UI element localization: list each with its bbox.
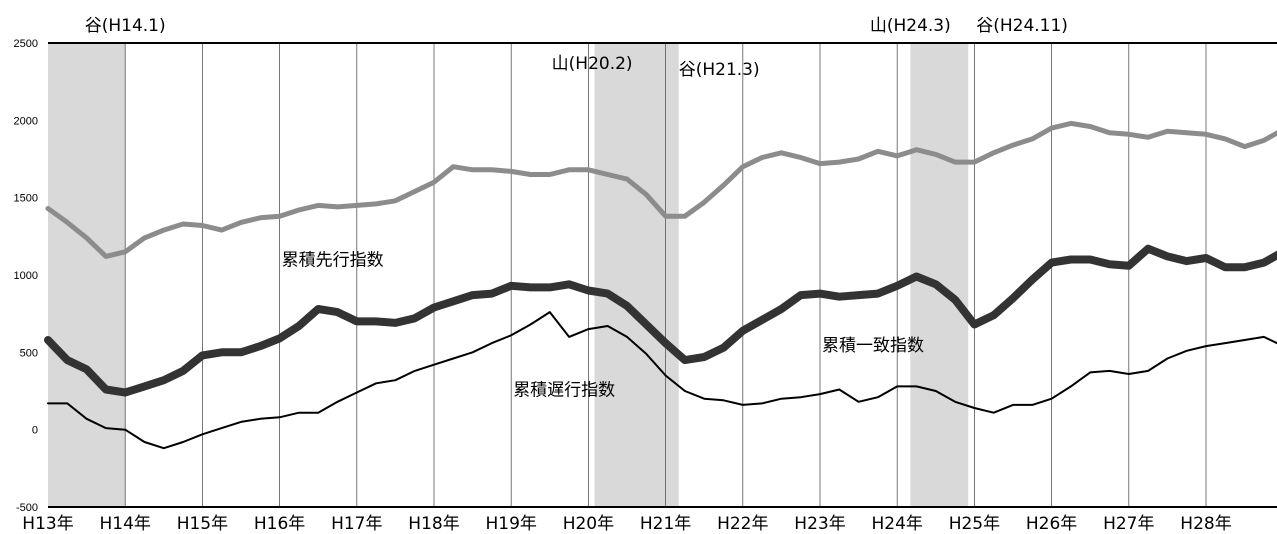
series-label: 累積遅行指数 (513, 381, 615, 401)
series-label: 累積先行指数 (282, 251, 384, 271)
x-tick-label: H23年 (794, 514, 845, 534)
x-tick-label: H22年 (717, 514, 768, 534)
x-tick-label: H14年 (99, 514, 150, 534)
y-axis-tick-labels: -500 0 500 1000 1500 2000 2500 (14, 38, 38, 514)
x-tick-label: H26年 (1026, 514, 1077, 534)
cycle-marker-label: 谷(H14.1) (85, 16, 166, 36)
x-tick-label: H18年 (408, 514, 459, 534)
x-tick-label: H28年 (1180, 514, 1231, 534)
cycle-marker-label: 谷(H21.3) (679, 60, 760, 80)
x-tick-label: H15年 (177, 514, 228, 534)
x-tick-label: H13年 (22, 514, 73, 534)
x-tick-label: H21年 (640, 514, 691, 534)
x-axis-tick-labels: H13年 H14年 H15年 H16年 H17年 H18年 H19年 H20年 H21年 H22年… (22, 514, 1231, 534)
cycle-marker-label: 山(H20.2) (552, 54, 633, 74)
recession-band-0 (48, 43, 126, 507)
recession-band-1 (594, 43, 679, 507)
x-tick-label: H27年 (1103, 514, 1154, 534)
y-tick-label: 500 (20, 347, 38, 359)
year-gridline-layer (124, 43, 1207, 507)
y-tick-label: 1000 (14, 270, 38, 282)
cycle-marker-label: 山(H24.3) (870, 16, 951, 36)
cycle-marker-label: 谷(H24.11) (976, 16, 1068, 36)
y-tick-label: 1500 (14, 193, 38, 205)
series-line-2 (47, 311, 1277, 450)
y-tick-label: 2500 (14, 38, 38, 50)
x-tick-label: H19年 (485, 514, 536, 534)
y-tick-label: 0 (32, 425, 38, 437)
series-layer (44, 120, 1277, 450)
series-line-1 (44, 244, 1277, 397)
x-tick-label: H16年 (254, 514, 305, 534)
series-line-0 (45, 120, 1277, 259)
series-label: 累積一致指数 (822, 336, 924, 356)
x-tick-label: H25年 (949, 514, 1000, 534)
x-tick-label: H24年 (871, 514, 922, 534)
recession-band-layer (48, 43, 969, 507)
business-cycle-marker-labels: 谷(H14.1) 山(H20.2) 谷(H21.3) 山(H24.3) 谷(H24.11… (85, 16, 1068, 80)
x-tick-label: H20年 (563, 514, 614, 534)
y-tick-label: -500 (16, 502, 38, 514)
y-tick-label: 2000 (14, 115, 38, 127)
x-tick-label: H17年 (331, 514, 382, 534)
